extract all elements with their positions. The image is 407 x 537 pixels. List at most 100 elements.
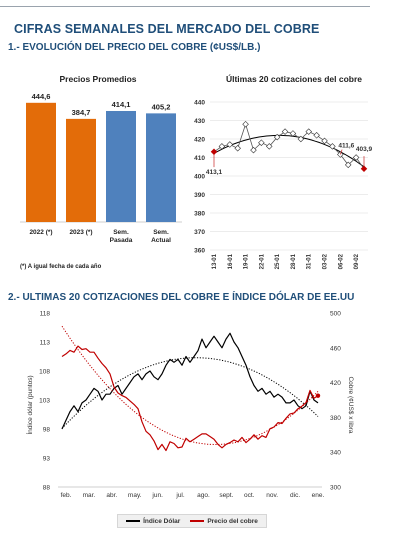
- price-point-3: [234, 144, 241, 152]
- bar-value-label-2: 414,1: [112, 100, 131, 109]
- section-1-title: 1.- EVOLUCIÓN DEL PRECIO DEL COBRE (¢US$…: [8, 42, 261, 53]
- x-tick-label-4: 25-01: [275, 253, 281, 269]
- x-tick-label-2: 19-01: [244, 253, 250, 269]
- month-tick-label-6: ago.: [197, 492, 210, 499]
- left-tick-label-1: 93: [43, 456, 51, 463]
- month-tick-label-11: ene.: [312, 492, 325, 499]
- x-tick-label-1: 16-01: [228, 253, 234, 269]
- month-tick-label-8: oct.: [244, 492, 255, 499]
- price-point-10: [289, 130, 297, 137]
- legend-label-dollar: Índice Dólar: [143, 517, 181, 525]
- x-tick-label-8: 06-02: [338, 253, 344, 269]
- bar-3: [146, 113, 176, 222]
- price-point-6: [258, 139, 265, 146]
- price-point-8: [273, 133, 281, 141]
- left-tick-label-0: 88: [43, 485, 51, 492]
- price-point-17: [344, 161, 352, 169]
- left-axis-label: Índice dólar (puntos): [25, 375, 34, 434]
- right-tick-label-0: 300: [330, 485, 341, 492]
- bar-0: [26, 102, 56, 222]
- y-tick-label-3: 390: [194, 192, 205, 199]
- right-tick-label-1: 340: [330, 450, 341, 457]
- trend-line: [213, 134, 365, 168]
- y-tick-label-5: 410: [194, 155, 205, 162]
- legend-item-dollar: Índice Dólar: [126, 518, 180, 525]
- legend-swatch-copper: [190, 520, 205, 522]
- x-tick-label-0: 13-01: [212, 253, 218, 269]
- x-tick-label-9: 09-02: [354, 253, 360, 269]
- price-point-9: [281, 128, 289, 135]
- right-tick-label-4: 460: [330, 345, 341, 352]
- bar-chart-footnote: (*) A igual fecha de cada año: [20, 264, 102, 270]
- bar-category-label-2: Sem. Pasada: [110, 229, 133, 244]
- bar-chart-title: Precios Promedios: [59, 74, 136, 84]
- right-tick-label-2: 380: [330, 415, 341, 422]
- section-2-title: 2.- ULTIMAS 20 COTIZACIONES DEL COBRE E …: [8, 292, 355, 303]
- series-line-1: [61, 345, 319, 452]
- legend-swatch-dollar: [126, 520, 141, 522]
- left-tick-label-3: 103: [39, 398, 50, 405]
- month-tick-label-5: jul.: [175, 492, 185, 499]
- bar-value-label-1: 384,7: [72, 108, 91, 117]
- annotation-label-0: 413,1: [206, 169, 223, 176]
- bar-1: [66, 118, 96, 222]
- price-point-11: [297, 135, 305, 143]
- bar-category-label-3: Sem. Actual: [151, 229, 171, 244]
- price-point-18: [352, 154, 360, 161]
- bar-value-label-0: 444,6: [32, 92, 51, 101]
- chart-legend: Índice Dólar Precio del cobre: [117, 514, 267, 528]
- price-point-5: [250, 146, 257, 154]
- y-tick-label-0: 360: [194, 248, 205, 255]
- price-point-7: [266, 143, 273, 150]
- x-tick-label-7: 03-02: [323, 253, 329, 269]
- dual-axis-chart-copper-dollar: 88 93 98 103 108 113 118 300 340 380 420 460 500 feb.…: [25, 311, 354, 500]
- y-tick-label-2: 380: [194, 211, 205, 218]
- bar-category-label-0: 2022 (*): [29, 229, 52, 236]
- series-line-0: [61, 332, 319, 430]
- bar-chart-average-prices: Precios Promedios 444,6 2022 (*) 384,7 2023…: [20, 74, 182, 270]
- price-point-14: [321, 137, 328, 145]
- left-tick-label-6: 118: [40, 311, 51, 318]
- line-chart-last-20-quotes: Últimas 20 cotizaciones del cobre 360 370…: [194, 73, 373, 269]
- month-tick-label-10: dic.: [290, 492, 300, 499]
- month-tick-label-2: abr.: [106, 492, 117, 499]
- x-tick-label-6: 31-01: [307, 253, 313, 269]
- right-tick-label-5: 500: [330, 311, 341, 318]
- price-point-4: [242, 120, 249, 128]
- annotation-leader-1: [340, 149, 343, 155]
- bar-2: [106, 110, 136, 222]
- legend-label-copper: Precio del cobre: [207, 517, 258, 525]
- top-divider: [0, 6, 370, 7]
- page-title: CIFRAS SEMANALES DEL MERCADO DEL COBRE: [14, 22, 320, 36]
- right-tick-label-3: 420: [330, 380, 341, 387]
- price-point-13: [313, 132, 320, 139]
- line-chart-title: Últimas 20 cotizaciones del cobre: [226, 73, 362, 84]
- month-tick-label-9: nov.: [266, 492, 278, 499]
- month-tick-label-1: mar.: [83, 492, 96, 499]
- annotation-label-2: 403,9: [356, 146, 373, 153]
- x-tick-label-5: 28-01: [291, 253, 297, 269]
- right-axis-label: Cobre (¢US$ x libra: [347, 376, 354, 433]
- month-tick-label-3: may.: [128, 492, 142, 499]
- price-point-1: [218, 143, 226, 150]
- month-tick-label-0: feb.: [61, 492, 72, 499]
- legend-item-copper: Precio del cobre: [190, 518, 258, 525]
- bar-value-label-3: 405,2: [152, 102, 171, 111]
- y-tick-label-6: 420: [194, 137, 205, 144]
- price-point-15: [329, 143, 336, 150]
- x-tick-label-3: 22-01: [259, 253, 265, 269]
- price-point-2: [226, 141, 234, 148]
- month-tick-label-7: sept.: [219, 492, 233, 499]
- price-point-12: [305, 128, 312, 135]
- bar-category-label-1: 2023 (*): [69, 229, 92, 236]
- trend-line-series-1: [61, 325, 319, 446]
- left-tick-label-2: 98: [43, 427, 51, 434]
- y-tick-label-4: 400: [194, 174, 205, 181]
- left-tick-label-5: 113: [40, 340, 51, 347]
- price-point-16: [337, 151, 344, 158]
- month-tick-label-4: jun.: [151, 492, 163, 499]
- y-tick-label-8: 440: [194, 100, 205, 107]
- copper-last-point: [315, 393, 321, 398]
- y-tick-label-1: 370: [194, 229, 205, 236]
- annotation-label-1: 411,6: [338, 143, 354, 150]
